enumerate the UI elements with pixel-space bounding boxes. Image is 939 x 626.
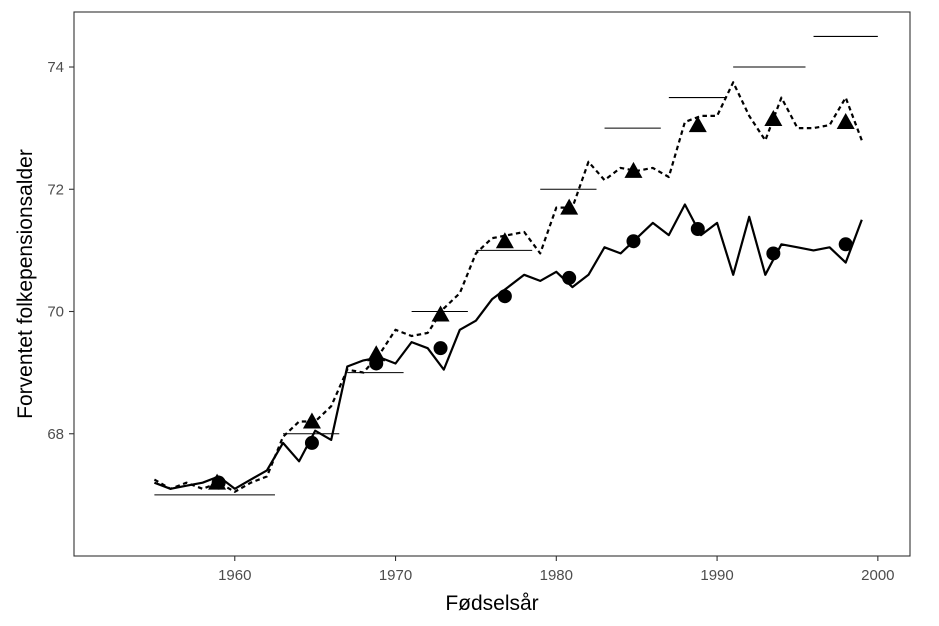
triangle-point-9	[764, 109, 783, 126]
circle-point-6	[562, 270, 577, 285]
reference-segments	[154, 35, 878, 496]
circle-point-9	[766, 246, 781, 261]
x-tick-label-2000: 2000	[861, 567, 894, 584]
triangle-point-5	[495, 232, 514, 249]
triangle-point-6	[560, 198, 579, 215]
y-tick-label-68: 68	[47, 426, 64, 443]
circle-point-5	[497, 289, 512, 304]
triangle-point-1	[208, 473, 227, 490]
triangle-point-10	[836, 113, 855, 130]
triangle-point-7	[624, 161, 643, 178]
circle-point-2	[304, 435, 319, 450]
x-tick-label-1990: 1990	[700, 567, 733, 584]
circle-point-10	[838, 237, 853, 252]
triangle-point-4	[431, 305, 450, 322]
x-tick-label-1980: 1980	[540, 567, 573, 584]
series-lines	[153, 81, 863, 493]
y-tick-label-72: 72	[47, 181, 64, 198]
circle-point-7	[626, 234, 641, 249]
triangle-point-2	[302, 412, 321, 429]
circle-point-4	[433, 341, 448, 356]
triangle-point-8	[688, 116, 707, 133]
plot-panel-border	[73, 11, 911, 557]
y-tick-label-74: 74	[47, 59, 64, 76]
series-points	[208, 109, 855, 490]
dotted-series-line	[153, 81, 863, 493]
x-tick-label-1970: 1970	[379, 567, 412, 584]
triangle-point-3	[367, 345, 386, 362]
x-axis-title: Fødselsår	[445, 592, 538, 615]
x-tick-label-1960: 1960	[218, 567, 251, 584]
circle-point-8	[690, 221, 705, 236]
y-axis-title: Forventet folkepensionsalder	[14, 149, 37, 419]
y-tick-label-70: 70	[47, 304, 64, 321]
axes: 1960 1970 1980 1990 2000 68 70 72 74	[47, 59, 894, 584]
